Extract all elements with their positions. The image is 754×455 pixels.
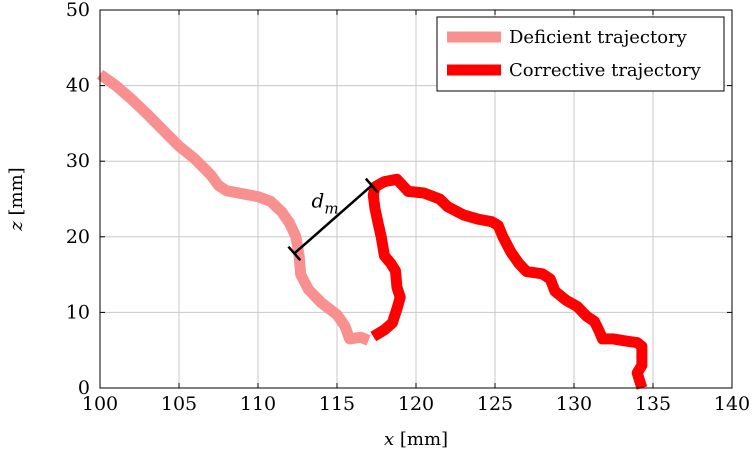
series-lines	[96, 69, 648, 390]
tick-label-x-120: 120	[398, 393, 434, 415]
tick-label-x-125: 125	[477, 393, 513, 415]
distance-label-base: d	[312, 188, 325, 212]
x-axis-label-unit: [mm]	[394, 429, 448, 450]
distance-label: dm	[312, 188, 339, 217]
axis-ticks: 100 105 110 115 120 125 130 135 140 0 10 20 30 40 50	[66, 0, 750, 415]
tick-label-y-30: 30	[66, 150, 90, 172]
tick-label-y-40: 40	[66, 75, 90, 97]
series-line-corrective	[367, 173, 648, 390]
legend-label-corrective: Corrective trajectory	[509, 60, 702, 81]
series-line-deficient	[96, 69, 371, 346]
tick-label-x-105: 105	[161, 393, 197, 415]
distance-end-cap-1	[364, 177, 379, 193]
tick-label-x-110: 110	[240, 393, 276, 415]
y-axis-label-unit: [mm]	[6, 167, 27, 221]
x-axis-label-var: x	[384, 429, 394, 450]
legend-box	[436, 16, 725, 92]
tick-label-x-130: 130	[556, 393, 592, 415]
tick-label-x-140: 140	[714, 393, 750, 415]
x-axis-label: x [mm]	[384, 429, 448, 450]
distance-end-cap-0	[287, 245, 302, 262]
distance-line	[293, 184, 373, 255]
tick-label-y-0: 0	[78, 377, 90, 399]
y-axis-label: z [mm]	[6, 167, 27, 231]
legend-label-deficient: Deficient trajectory	[509, 27, 688, 48]
legend: Deficient trajectory Corrective trajecto…	[436, 16, 725, 92]
distance-label-sub: m	[324, 199, 338, 217]
tick-label-x-135: 135	[635, 393, 671, 415]
tick-label-y-50: 50	[66, 0, 90, 21]
distance-annotation: dm	[287, 177, 379, 262]
tick-label-x-115: 115	[319, 393, 355, 415]
tick-label-y-20: 20	[66, 226, 90, 248]
y-axis-label-var: z	[6, 221, 27, 232]
tick-label-y-10: 10	[66, 301, 90, 323]
tick-label-x-100: 100	[82, 393, 118, 415]
